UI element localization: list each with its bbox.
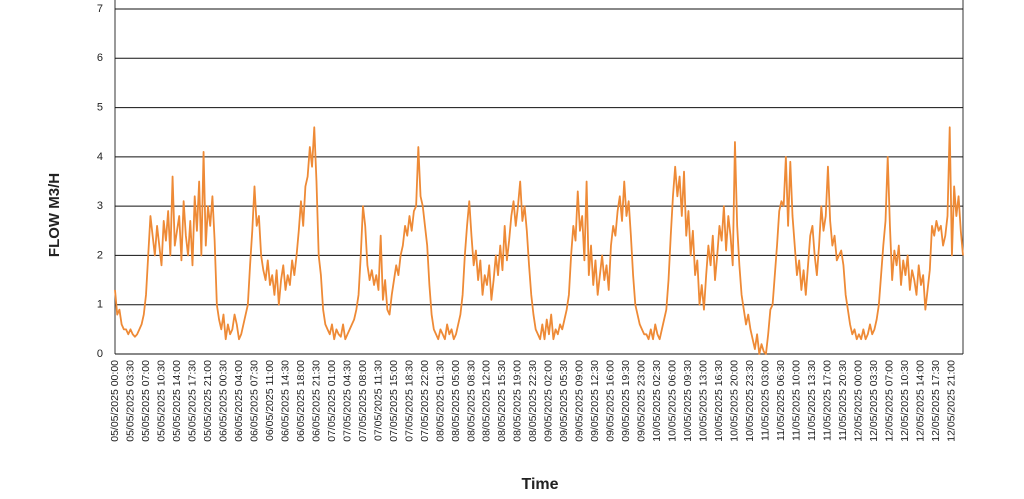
x-tick-label: 09/05/2025 12:30 bbox=[589, 360, 601, 442]
x-tick-label: 09/05/2025 05:30 bbox=[558, 360, 570, 442]
x-tick-label: 07/05/2025 04:30 bbox=[341, 360, 353, 442]
x-tick-label: 11/05/2025 10:00 bbox=[791, 360, 803, 441]
x-tick-label: 05/05/2025 07:00 bbox=[140, 360, 152, 442]
x-tick-label: 06/05/2025 18:00 bbox=[295, 360, 307, 442]
x-tick-label: 11/05/2025 13:30 bbox=[806, 360, 818, 441]
flow-line bbox=[114, 126, 964, 355]
x-tick-label: 06/05/2025 00:30 bbox=[217, 360, 229, 442]
x-tick-label: 07/05/2025 08:00 bbox=[357, 360, 369, 442]
x-tick-label: 10/05/2025 13:00 bbox=[698, 360, 710, 442]
x-tick-label: 08/05/2025 08:30 bbox=[465, 360, 477, 442]
y-tick-label: 7 bbox=[97, 3, 103, 15]
x-tick-label: 05/05/2025 21:00 bbox=[202, 360, 214, 442]
x-tick-label: 06/05/2025 14:30 bbox=[279, 360, 291, 442]
y-tick-label: 1 bbox=[97, 299, 103, 311]
x-tick-label: 08/05/2025 19:00 bbox=[512, 360, 524, 442]
x-tick-label: 10/05/2025 16:30 bbox=[713, 360, 725, 442]
x-tick-label: 12/05/2025 03:30 bbox=[868, 360, 880, 442]
y-tick-label: 2 bbox=[97, 249, 103, 261]
x-tick-label: 09/05/2025 09:00 bbox=[574, 360, 586, 442]
y-tick-label: 6 bbox=[97, 52, 103, 64]
x-tick-label: 06/05/2025 21:30 bbox=[310, 360, 322, 442]
x-tick-label: 10/05/2025 09:30 bbox=[682, 360, 694, 442]
y-tick-label: 0 bbox=[97, 348, 103, 360]
x-tick-label: 05/05/2025 14:00 bbox=[171, 360, 183, 442]
x-tick-label: 09/05/2025 02:00 bbox=[543, 360, 555, 442]
x-tick-label: 06/05/2025 04:00 bbox=[233, 360, 245, 442]
x-tick-label: 12/05/2025 10:30 bbox=[899, 360, 911, 442]
y-axis-title: FLOW M3/H bbox=[46, 173, 63, 257]
x-tick-label: 07/05/2025 11:30 bbox=[372, 360, 384, 441]
x-tick-label: 12/05/2025 17:30 bbox=[930, 360, 942, 442]
x-tick-label: 12/05/2025 21:00 bbox=[946, 360, 958, 442]
x-tick-label: 10/05/2025 20:00 bbox=[729, 360, 741, 442]
x-tick-label: 11/05/2025 17:00 bbox=[822, 360, 834, 441]
x-tick-label: 05/05/2025 17:30 bbox=[186, 360, 198, 442]
x-tick-label: 06/05/2025 07:30 bbox=[248, 360, 260, 442]
x-tick-label: 09/05/2025 19:30 bbox=[620, 360, 632, 442]
x-tick-label: 10/05/2025 06:00 bbox=[667, 360, 679, 442]
x-tick-label: 08/05/2025 15:30 bbox=[496, 360, 508, 442]
x-tick-label: 06/05/2025 11:00 bbox=[264, 360, 276, 441]
x-tick-label: 08/05/2025 05:00 bbox=[450, 360, 462, 442]
x-tick-label: 10/05/2025 02:30 bbox=[651, 360, 663, 442]
x-tick-label: 05/05/2025 10:30 bbox=[155, 360, 167, 442]
x-tick-label: 08/05/2025 22:30 bbox=[527, 360, 539, 442]
x-tick-label: 11/05/2025 03:00 bbox=[760, 360, 772, 441]
y-tick-label: 3 bbox=[97, 200, 103, 212]
x-tick-label: 08/05/2025 12:00 bbox=[481, 360, 493, 442]
x-tick-label: 08/05/2025 01:30 bbox=[434, 360, 446, 442]
x-axis-title: Time bbox=[521, 476, 558, 493]
x-tick-label: 07/05/2025 15:00 bbox=[388, 360, 400, 442]
x-tick-label: 09/05/2025 16:00 bbox=[605, 360, 617, 442]
x-tick-label: 05/05/2025 03:30 bbox=[124, 360, 136, 442]
x-tick-label: 12/05/2025 07:00 bbox=[884, 360, 896, 442]
x-tick-label: 07/05/2025 18:30 bbox=[403, 360, 415, 442]
x-tick-label: 07/05/2025 01:00 bbox=[326, 360, 338, 442]
x-tick-label: 11/05/2025 20:30 bbox=[837, 360, 849, 441]
x-tick-label: 10/05/2025 23:30 bbox=[744, 360, 756, 442]
x-tick-label: 05/05/2025 00:00 bbox=[109, 360, 121, 442]
x-tick-label: 11/05/2025 06:30 bbox=[775, 360, 787, 441]
x-tick-label: 12/05/2025 00:00 bbox=[853, 360, 865, 442]
x-tick-label: 12/05/2025 14:00 bbox=[915, 360, 927, 442]
y-tick-label: 5 bbox=[97, 101, 103, 113]
x-tick-label: 09/05/2025 23:00 bbox=[636, 360, 648, 442]
x-tick-label: 07/05/2025 22:00 bbox=[419, 360, 431, 442]
y-tick-label: 4 bbox=[97, 151, 103, 163]
